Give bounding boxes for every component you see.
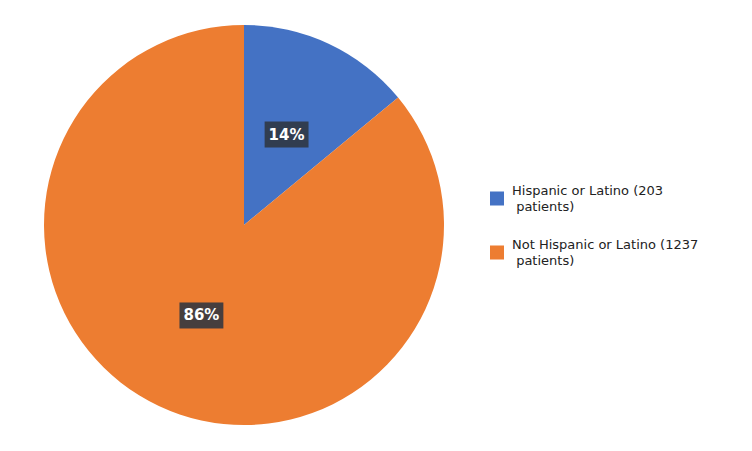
legend-item: Hispanic or Latino (203 patients) [490, 183, 663, 214]
data-label: 86% [183, 306, 219, 324]
legend-item: Not Hispanic or Latino (1237 patients) [490, 237, 698, 268]
data-label-box [265, 122, 309, 148]
data-label-group: 86% [179, 302, 223, 328]
data-labels: 14% 86% [179, 122, 308, 329]
chart-container: 14% 86% Hispanic or Latino (203 patients) N… [0, 0, 752, 451]
data-label: 14% [269, 126, 305, 144]
slices [44, 25, 444, 425]
pie-slice [44, 25, 444, 425]
data-label-box [179, 302, 223, 328]
legend: Hispanic or Latino (203 patients) Not His… [490, 183, 698, 268]
legend-swatch [490, 192, 504, 206]
chart-svg: 14% 86% Hispanic or Latino (203 patients) N… [0, 0, 752, 451]
legend-label: Not Hispanic or Latino (1237 patients) [512, 237, 698, 268]
data-label-group: 14% [265, 122, 309, 148]
legend-swatch [490, 246, 504, 260]
legend-label: Hispanic or Latino (203 patients) [512, 183, 663, 214]
